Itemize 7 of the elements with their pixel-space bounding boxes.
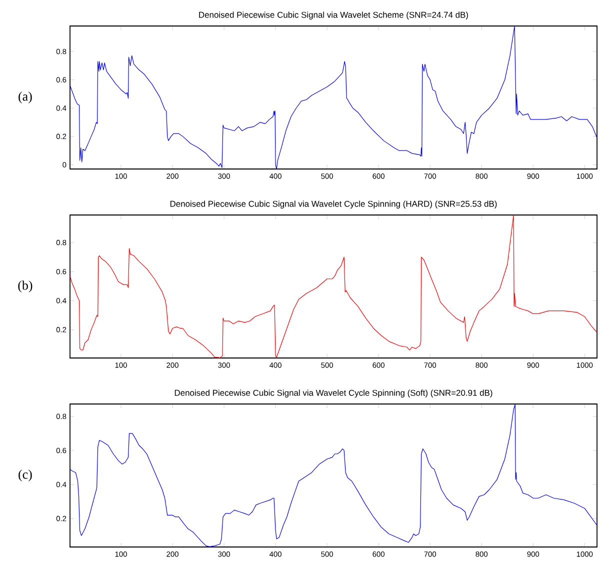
text: (b) [18, 280, 32, 292]
text: (c) [18, 470, 32, 482]
text: (a) [18, 92, 32, 104]
chart-title: Denoised Piecewise Cubic Signal via Wavelet Cycle Spinning (HARD) (SNR=25.53 dB) [170, 200, 497, 208]
chart-title: Denoised Piecewise Cubic Signal via Wavelet Cycle Spinning (Soft) (SNR=20.91 dB) [174, 390, 492, 398]
chart-title: Denoised Piecewise Cubic Signal via Wavelet Scheme (SNR=24.74 dB) [199, 12, 468, 20]
line-series [70, 214, 598, 358]
